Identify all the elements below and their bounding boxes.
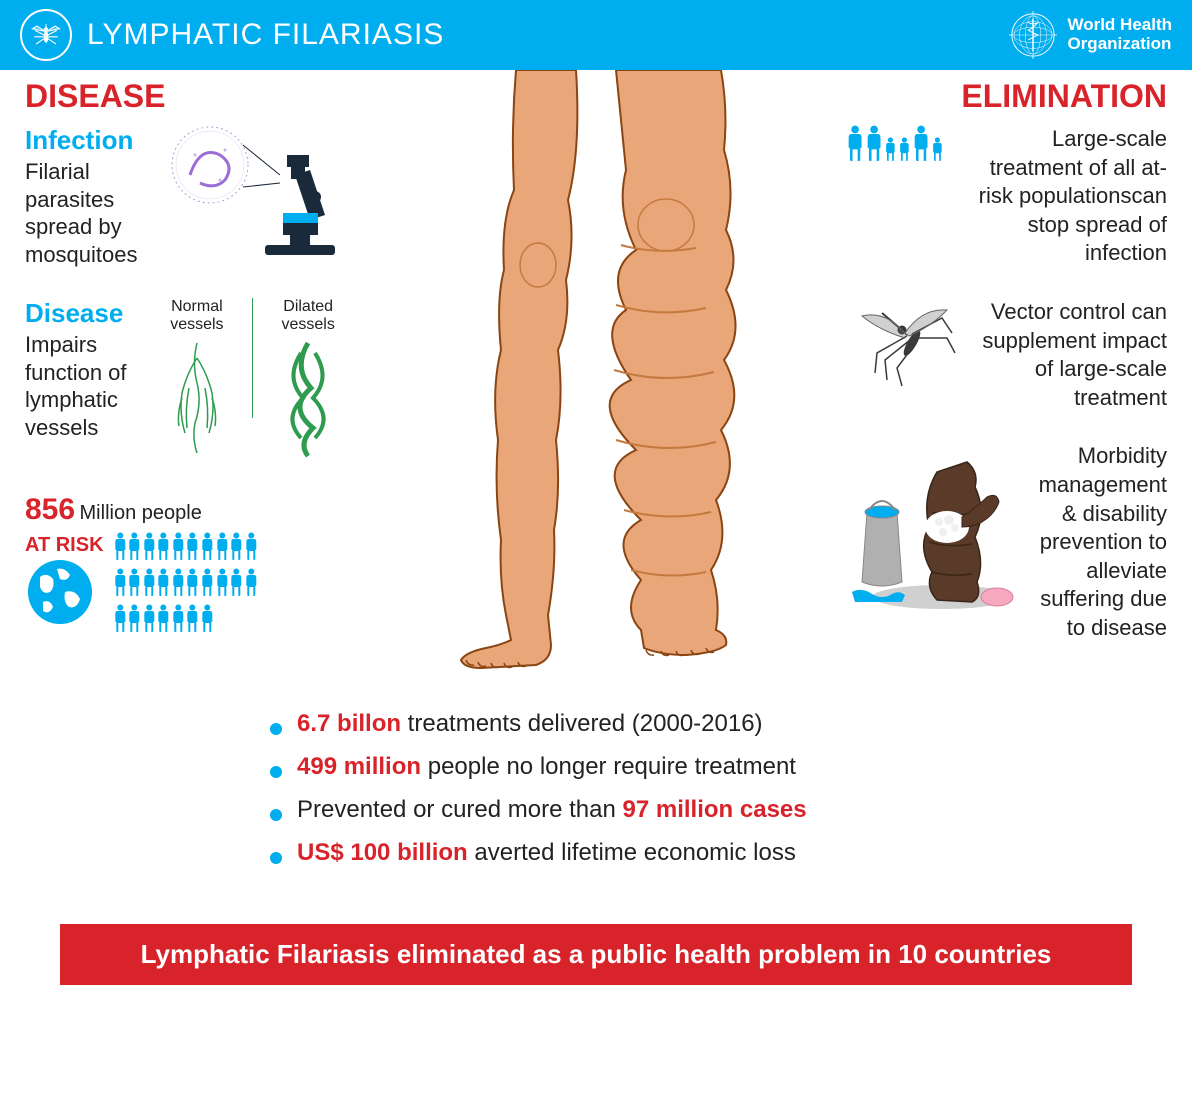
elim-item-3: Morbidity management & disability preven… xyxy=(847,442,1167,642)
elim-text-2: Vector control can supplement impact of … xyxy=(972,298,1167,412)
footer-banner: Lymphatic Filariasis eliminated as a pub… xyxy=(60,924,1132,985)
person-icon xyxy=(172,568,185,601)
header-bar: LYMPHATIC FILARIASIS World Health Organi… xyxy=(0,0,1192,70)
family-icon xyxy=(847,125,943,166)
disease-block-title: Disease xyxy=(25,298,139,329)
normal-vessels-icon xyxy=(167,338,227,458)
risk-number: 856 xyxy=(25,493,75,526)
person-icon xyxy=(885,137,896,166)
who-emblem-icon xyxy=(1009,11,1057,59)
who-logo: World Health Organization xyxy=(1009,11,1172,59)
content-area: DISEASE ELIMINATION Infection xyxy=(0,70,1192,1010)
disease-block-text: Impairs function of lymphatic vessels xyxy=(25,331,139,441)
person-icon xyxy=(230,532,243,565)
stat-bullet: 6.7 billon treatments delivered (2000-20… xyxy=(270,710,970,738)
bullet-dot-icon xyxy=(270,766,282,778)
disease-column: Infection Filarial parasites spread by m… xyxy=(25,125,355,637)
header-left: LYMPHATIC FILARIASIS xyxy=(20,9,444,61)
person-icon xyxy=(143,568,156,601)
risk-section: 856 Million people AT RISK xyxy=(25,493,355,637)
elimination-heading: ELIMINATION xyxy=(961,78,1167,115)
people-row xyxy=(114,568,258,601)
bullet-text: 499 million people no longer require tre… xyxy=(297,753,796,781)
person-icon xyxy=(114,568,127,601)
person-icon xyxy=(216,568,229,601)
disease-vessels-section: Disease Impairs function of lymphatic ve… xyxy=(25,298,355,463)
person-icon xyxy=(157,532,170,565)
person-icon xyxy=(186,568,199,601)
people-row xyxy=(114,604,258,637)
bullet-text: US$ 100 billion averted lifetime economi… xyxy=(297,839,796,867)
people-grid xyxy=(114,532,258,637)
person-icon xyxy=(230,568,243,601)
elim-item-2: Vector control can supplement impact of … xyxy=(847,298,1167,412)
person-icon xyxy=(143,604,156,637)
microscope-icon xyxy=(165,125,345,265)
person-icon xyxy=(172,604,185,637)
infection-section: Infection Filarial parasites spread by m… xyxy=(25,125,355,268)
stat-bullet: US$ 100 billion averted lifetime economi… xyxy=(270,839,970,867)
person-icon xyxy=(157,568,170,601)
legs-illustration xyxy=(406,70,786,690)
disease-heading: DISEASE xyxy=(25,78,165,115)
infection-title: Infection xyxy=(25,125,155,156)
people-row xyxy=(114,532,258,565)
elim-text-1: Large-scale treatment of all at-risk pop… xyxy=(958,125,1167,268)
bullet-dot-icon xyxy=(270,723,282,735)
mosquito-vector-icon xyxy=(847,298,957,388)
person-icon xyxy=(114,604,127,637)
elim-text-3: Morbidity management & disability preven… xyxy=(1032,442,1167,642)
person-icon xyxy=(128,532,141,565)
person-icon xyxy=(245,532,258,565)
bullet-dot-icon xyxy=(270,852,282,864)
person-icon xyxy=(128,604,141,637)
vessels-diagram: Normal vessels xyxy=(149,298,355,463)
person-icon xyxy=(186,532,199,565)
page-title: LYMPHATIC FILARIASIS xyxy=(87,18,444,52)
dilated-vessels-icon xyxy=(273,338,343,458)
person-icon xyxy=(201,568,214,601)
risk-label: AT RISK xyxy=(25,534,104,557)
mosquito-icon xyxy=(20,9,72,61)
person-icon xyxy=(157,604,170,637)
stats-bullets: 6.7 billon treatments delivered (2000-20… xyxy=(270,710,970,882)
infection-text: Filarial parasites spread by mosquitoes xyxy=(25,158,155,268)
person-icon xyxy=(245,568,258,601)
person-icon xyxy=(128,568,141,601)
person-icon xyxy=(899,137,910,166)
vessel-divider xyxy=(252,298,253,418)
person-icon xyxy=(913,125,929,166)
elim-item-1: Large-scale treatment of all at-risk pop… xyxy=(847,125,1167,268)
globe-icon xyxy=(25,557,95,627)
person-icon xyxy=(201,532,214,565)
person-icon xyxy=(847,125,863,166)
bullet-text: Prevented or cured more than 97 million … xyxy=(297,796,807,824)
person-icon xyxy=(172,532,185,565)
elimination-column: Large-scale treatment of all at-risk pop… xyxy=(847,125,1167,673)
risk-million-label: Million people xyxy=(80,502,202,524)
bullet-text: 6.7 billon treatments delivered (2000-20… xyxy=(297,710,763,738)
stat-bullet: Prevented or cured more than 97 million … xyxy=(270,796,970,824)
who-line2: Organization xyxy=(1067,35,1172,54)
dilated-vessel-label: Dilated vessels xyxy=(261,298,355,333)
care-illustration-icon xyxy=(847,442,1017,612)
person-icon xyxy=(932,137,943,166)
person-icon xyxy=(114,532,127,565)
normal-vessel-label: Normal vessels xyxy=(149,298,244,333)
stat-bullet: 499 million people no longer require tre… xyxy=(270,753,970,781)
infographic-container: LYMPHATIC FILARIASIS World Health Organi… xyxy=(0,0,1192,1010)
person-icon xyxy=(216,532,229,565)
person-icon xyxy=(866,125,882,166)
bullet-dot-icon xyxy=(270,809,282,821)
person-icon xyxy=(186,604,199,637)
person-icon xyxy=(143,532,156,565)
person-icon xyxy=(201,604,214,637)
who-text: World Health Organization xyxy=(1067,16,1172,53)
who-line1: World Health xyxy=(1067,16,1172,35)
